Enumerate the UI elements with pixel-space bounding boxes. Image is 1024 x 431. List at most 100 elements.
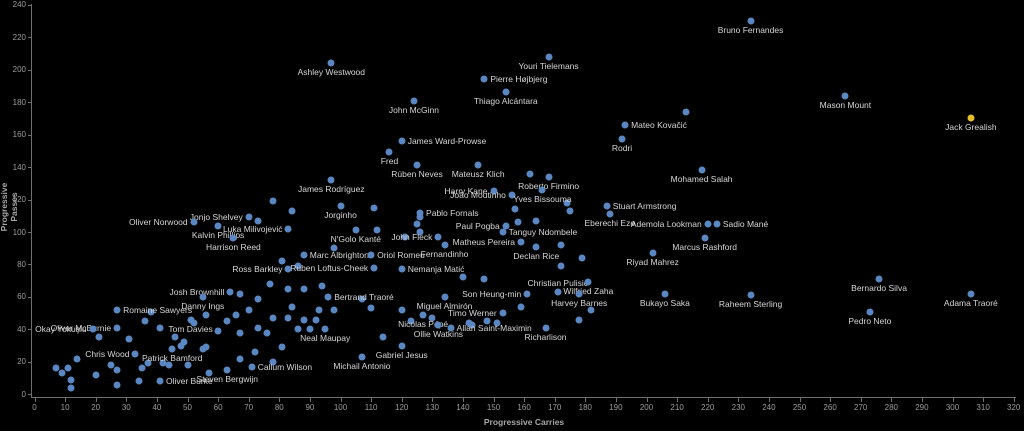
data-point[interactable] bbox=[441, 241, 449, 249]
data-point[interactable] bbox=[300, 285, 308, 293]
data-point[interactable] bbox=[526, 170, 534, 178]
data-point[interactable] bbox=[480, 275, 488, 283]
data-point[interactable] bbox=[385, 148, 393, 156]
data-point[interactable] bbox=[147, 308, 155, 316]
data-point[interactable] bbox=[434, 233, 442, 241]
data-point[interactable] bbox=[621, 121, 629, 129]
data-point[interactable] bbox=[517, 238, 525, 246]
data-point[interactable] bbox=[502, 222, 510, 229]
data-point[interactable] bbox=[416, 228, 424, 236]
data-point[interactable] bbox=[523, 290, 531, 298]
data-point[interactable] bbox=[190, 218, 198, 226]
data-point[interactable] bbox=[413, 161, 421, 169]
data-point[interactable] bbox=[532, 217, 540, 225]
data-point[interactable] bbox=[202, 311, 210, 319]
data-point[interactable] bbox=[245, 306, 253, 314]
data-point[interactable] bbox=[300, 251, 308, 259]
data-point[interactable] bbox=[517, 303, 525, 311]
data-point[interactable] bbox=[584, 278, 592, 286]
data-point[interactable] bbox=[52, 364, 60, 372]
data-point[interactable] bbox=[407, 317, 415, 325]
data-point[interactable] bbox=[841, 92, 849, 100]
data-point[interactable] bbox=[967, 290, 975, 298]
data-point[interactable] bbox=[557, 262, 565, 270]
data-point[interactable] bbox=[165, 361, 173, 369]
data-point[interactable] bbox=[159, 359, 167, 367]
data-point[interactable] bbox=[502, 88, 510, 96]
data-point[interactable] bbox=[603, 202, 611, 210]
data-point[interactable] bbox=[251, 348, 259, 356]
data-point[interactable] bbox=[352, 226, 360, 234]
data-point[interactable] bbox=[312, 316, 320, 324]
data-point[interactable] bbox=[370, 204, 378, 212]
data-point[interactable] bbox=[284, 285, 292, 293]
data-point[interactable] bbox=[113, 306, 121, 314]
data-point[interactable] bbox=[416, 213, 424, 221]
data-point[interactable] bbox=[266, 280, 274, 288]
data-point[interactable] bbox=[294, 262, 302, 270]
data-point[interactable] bbox=[269, 197, 277, 205]
data-point[interactable] bbox=[229, 234, 237, 242]
data-point[interactable] bbox=[499, 309, 507, 317]
data-point[interactable] bbox=[113, 366, 121, 374]
data-point[interactable] bbox=[205, 369, 213, 377]
data-point[interactable] bbox=[64, 364, 72, 372]
data-point[interactable] bbox=[95, 333, 103, 341]
data-point[interactable] bbox=[141, 317, 149, 325]
data-point[interactable] bbox=[315, 306, 323, 314]
data-point[interactable] bbox=[578, 254, 586, 262]
data-point[interactable] bbox=[113, 381, 121, 389]
data-point[interactable] bbox=[324, 293, 332, 301]
data-point[interactable] bbox=[474, 161, 482, 169]
data-point[interactable] bbox=[171, 333, 179, 341]
data-point[interactable] bbox=[557, 241, 565, 249]
data-point[interactable] bbox=[416, 209, 424, 217]
data-point[interactable] bbox=[413, 220, 421, 228]
data-point[interactable] bbox=[306, 325, 314, 333]
data-point[interactable] bbox=[269, 358, 277, 366]
data-point[interactable] bbox=[187, 316, 195, 324]
data-point[interactable] bbox=[701, 234, 709, 242]
data-point[interactable] bbox=[300, 316, 308, 324]
data-point[interactable] bbox=[278, 343, 286, 351]
data-point[interactable] bbox=[398, 137, 406, 145]
data-point[interactable] bbox=[447, 324, 455, 332]
data-point[interactable] bbox=[236, 355, 244, 363]
data-point[interactable] bbox=[156, 377, 164, 385]
data-point[interactable] bbox=[202, 343, 210, 351]
data-point[interactable] bbox=[321, 325, 329, 333]
data-point[interactable] bbox=[263, 329, 271, 337]
data-point[interactable] bbox=[575, 316, 583, 324]
data-point[interactable] bbox=[248, 363, 256, 371]
data-point[interactable] bbox=[545, 53, 553, 61]
data-point[interactable] bbox=[545, 173, 553, 181]
data-point[interactable] bbox=[490, 187, 497, 195]
data-point[interactable] bbox=[223, 317, 231, 325]
data-point[interactable] bbox=[156, 324, 164, 332]
data-point[interactable] bbox=[483, 317, 491, 325]
data-point[interactable] bbox=[327, 59, 335, 67]
data-point[interactable] bbox=[125, 335, 133, 343]
data-point[interactable] bbox=[358, 295, 366, 303]
data-point[interactable] bbox=[554, 288, 562, 296]
data-point[interactable] bbox=[480, 75, 488, 83]
data-point[interactable] bbox=[428, 314, 436, 322]
data-point[interactable] bbox=[618, 135, 626, 143]
data-point[interactable] bbox=[410, 97, 418, 105]
data-point[interactable] bbox=[144, 359, 152, 367]
data-point[interactable] bbox=[135, 377, 143, 385]
data-point[interactable] bbox=[370, 264, 378, 272]
data-point[interactable] bbox=[704, 220, 712, 228]
data-point[interactable] bbox=[318, 282, 326, 290]
data-point[interactable] bbox=[358, 353, 366, 361]
data-point[interactable] bbox=[379, 333, 387, 341]
data-point[interactable] bbox=[367, 304, 375, 312]
data-point[interactable] bbox=[226, 288, 234, 296]
data-point[interactable] bbox=[236, 290, 244, 298]
data-point[interactable] bbox=[294, 325, 302, 333]
data-point[interactable] bbox=[330, 306, 338, 314]
data-point[interactable] bbox=[575, 290, 583, 298]
data-point[interactable] bbox=[214, 222, 222, 229]
data-point[interactable] bbox=[67, 384, 75, 392]
data-point[interactable] bbox=[682, 108, 690, 116]
